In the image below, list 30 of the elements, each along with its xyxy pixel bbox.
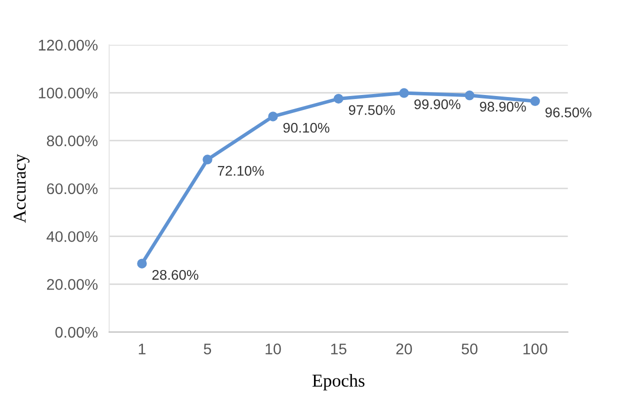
- x-tick-label: 15: [331, 344, 346, 354]
- point: [202, 154, 212, 164]
- y-tick-label: 80.00%: [46, 135, 98, 146]
- point: [334, 94, 344, 104]
- data-label: 96.50%: [545, 108, 592, 118]
- y-tick-label: 120.00%: [38, 40, 98, 51]
- x-tick-label: 10: [266, 344, 281, 354]
- point: [268, 112, 278, 122]
- data-label: 98.90%: [480, 102, 526, 112]
- x-tick-label: 20: [396, 344, 412, 354]
- y-tick-label: 60.00%: [47, 183, 98, 194]
- data-label: 97.50%: [348, 105, 395, 115]
- point: [137, 258, 147, 268]
- point: [530, 96, 540, 106]
- data-label: 90.10%: [283, 122, 330, 133]
- data-label: 72.10%: [218, 166, 264, 176]
- x-tick-label: 5: [204, 344, 212, 354]
- y-tick-label: 20.00%: [47, 279, 98, 290]
- x-tick-label: 100: [524, 344, 548, 354]
- point: [464, 90, 474, 100]
- x-tick-label: 50: [462, 344, 478, 354]
- y-tick-label: 0.00%: [55, 326, 98, 338]
- x-axis-title: Epochs: [312, 374, 364, 390]
- y-axis-title: Accuracy: [14, 154, 30, 223]
- data-label: 28.60%: [152, 270, 198, 280]
- x-tick-label: 1: [138, 344, 146, 354]
- y-tick-label: 40.00%: [46, 231, 98, 242]
- y-tick-label: 100.00%: [38, 88, 98, 98]
- point: [399, 88, 409, 98]
- data-label: 99.90%: [414, 99, 460, 110]
